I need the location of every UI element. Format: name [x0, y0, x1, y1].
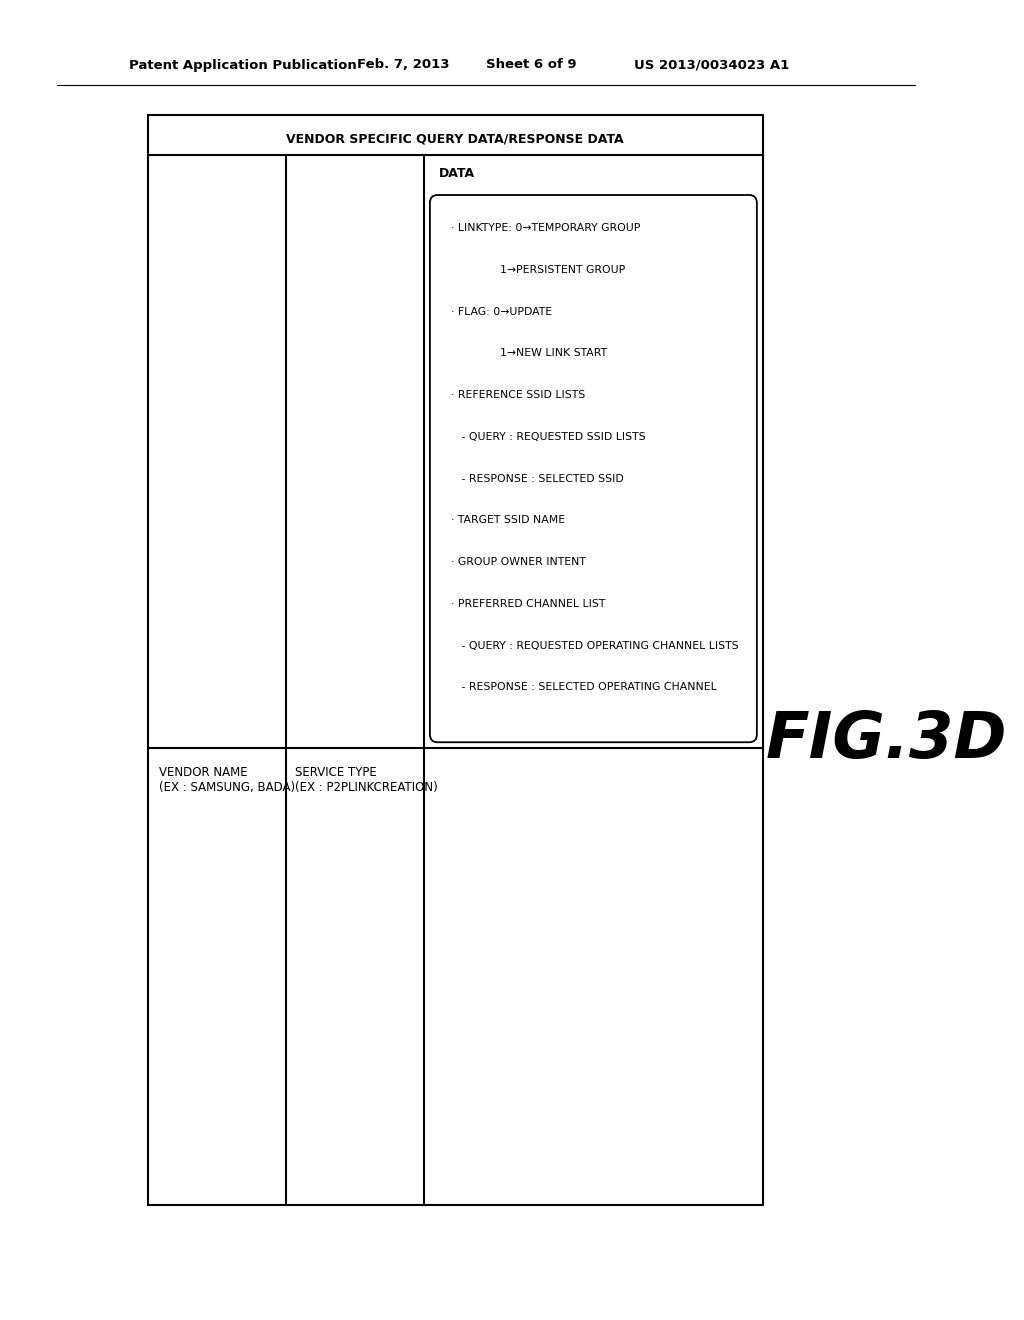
Text: 1→PERSISTENT GROUP: 1→PERSISTENT GROUP	[451, 265, 625, 275]
Text: DATA: DATA	[438, 168, 474, 180]
Text: SERVICE TYPE
(EX : P2PLINKCREATION): SERVICE TYPE (EX : P2PLINKCREATION)	[296, 766, 438, 795]
Text: Sheet 6 of 9: Sheet 6 of 9	[486, 58, 577, 71]
Text: Patent Application Publication: Patent Application Publication	[129, 58, 356, 71]
Text: US 2013/0034023 A1: US 2013/0034023 A1	[634, 58, 790, 71]
Text: Feb. 7, 2013: Feb. 7, 2013	[357, 58, 450, 71]
Text: - RESPONSE : SELECTED OPERATING CHANNEL: - RESPONSE : SELECTED OPERATING CHANNEL	[451, 682, 717, 693]
Bar	[147, 115, 763, 1205]
Text: · PREFERRED CHANNEL LIST: · PREFERRED CHANNEL LIST	[451, 599, 605, 609]
Text: - QUERY : REQUESTED SSID LISTS: - QUERY : REQUESTED SSID LISTS	[451, 432, 645, 442]
Text: · FLAG: 0→UPDATE: · FLAG: 0→UPDATE	[451, 306, 552, 317]
Text: - QUERY : REQUESTED OPERATING CHANNEL LISTS: - QUERY : REQUESTED OPERATING CHANNEL LI…	[451, 640, 738, 651]
Text: VENDOR SPECIFIC QUERY DATA/RESPONSE DATA: VENDOR SPECIFIC QUERY DATA/RESPONSE DATA	[287, 133, 624, 147]
Text: 1→NEW LINK START: 1→NEW LINK START	[451, 348, 607, 358]
Text: · GROUP OWNER INTENT: · GROUP OWNER INTENT	[451, 557, 586, 568]
Text: FIG.3D: FIG.3D	[766, 709, 1008, 771]
Text: · REFERENCE SSID LISTS: · REFERENCE SSID LISTS	[451, 391, 585, 400]
Text: - RESPONSE : SELECTED SSID: - RESPONSE : SELECTED SSID	[451, 474, 624, 483]
Text: · LINKTYPE: 0→TEMPORARY GROUP: · LINKTYPE: 0→TEMPORARY GROUP	[451, 223, 640, 234]
FancyBboxPatch shape	[430, 195, 757, 742]
Text: VENDOR NAME
(EX : SAMSUNG, BADA): VENDOR NAME (EX : SAMSUNG, BADA)	[159, 766, 295, 795]
Text: · TARGET SSID NAME: · TARGET SSID NAME	[451, 515, 565, 525]
